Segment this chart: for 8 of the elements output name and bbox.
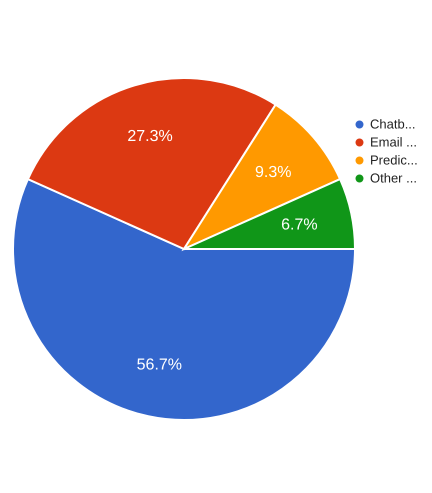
legend-label: Other ...: [370, 170, 417, 186]
data-label: 9.3%: [255, 164, 292, 181]
legend-label: Chatb...: [370, 116, 416, 132]
data-label: 6.7%: [281, 216, 318, 234]
legend-label: Email ...: [370, 134, 417, 150]
legend-label: Predic...: [370, 152, 418, 168]
data-label: 27.3%: [127, 128, 173, 145]
data-label: 56.7%: [136, 356, 182, 374]
